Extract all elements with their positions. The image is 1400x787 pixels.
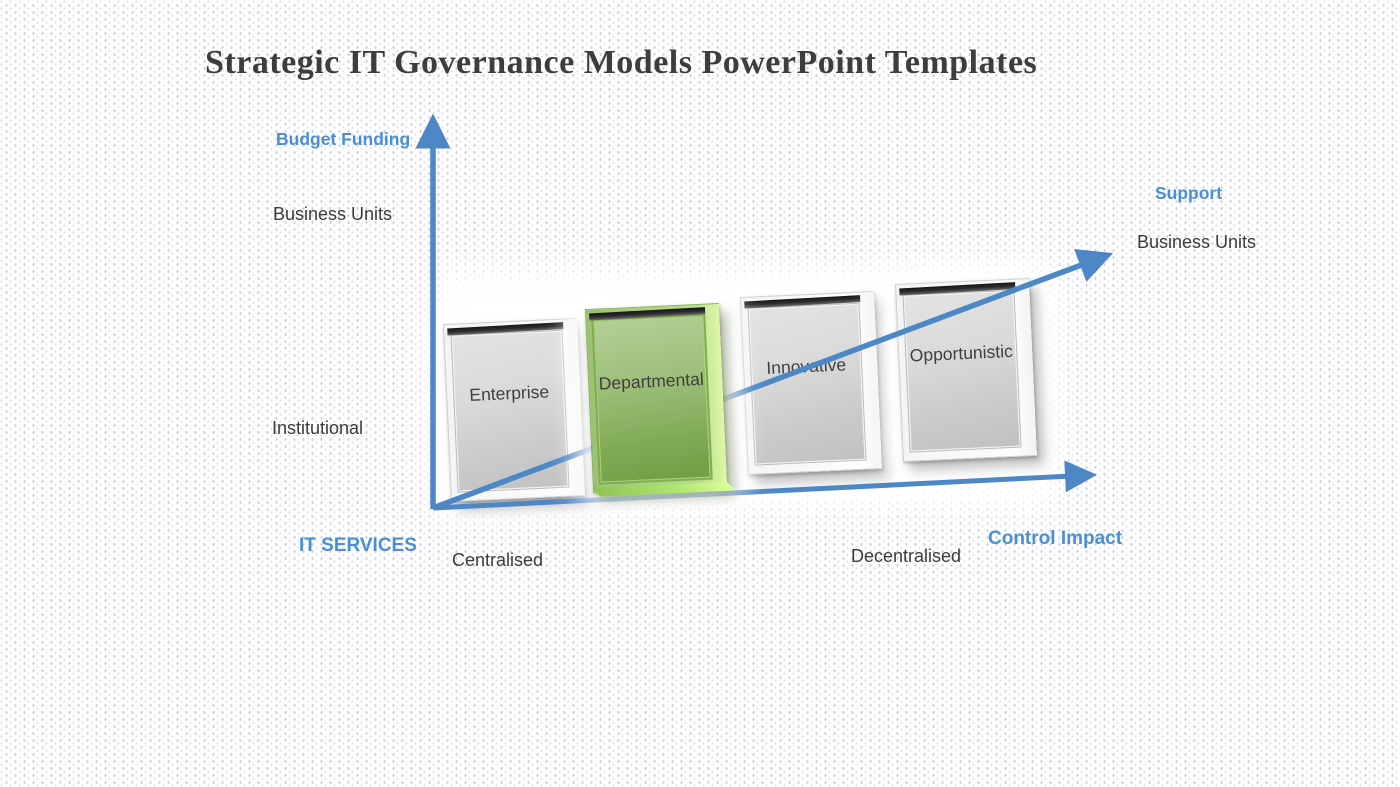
horizontal-axis-label: Control Impact — [988, 528, 1123, 549]
panel-face: Innovative — [747, 302, 867, 466]
vertical-axis-tick-institutional: Institutional — [272, 418, 364, 438]
horizontal-axis-tick-decentralised: Decentralised — [851, 546, 962, 566]
origin-label-it-services: IT SERVICES — [299, 535, 417, 556]
panel-label: Enterprise — [468, 380, 550, 405]
panel-opportunistic: Opportunistic — [895, 278, 1037, 462]
panel-face: Departmental — [591, 313, 713, 485]
panel-enterprise: Enterprise — [443, 318, 585, 502]
vertical-axis-label: Budget Funding — [276, 129, 411, 149]
panel-face: Enterprise — [450, 329, 570, 493]
panel-departmental-highlighted: Departmental — [584, 303, 728, 493]
diagonal-axis-tick-business-units: Business Units — [1137, 232, 1257, 252]
panel-label: Innovative — [765, 353, 847, 378]
panel-face: Opportunistic — [902, 289, 1022, 453]
panel-label: Departmental — [598, 368, 705, 394]
panel-innovative: Innovative — [740, 291, 882, 475]
diagonal-axis-label: Support — [1155, 183, 1223, 203]
vertical-axis-tick-business-units: Business Units — [273, 204, 393, 224]
horizontal-axis-tick-centralised: Centralised — [452, 550, 544, 570]
slide-title: Strategic IT Governance Models PowerPoin… — [205, 44, 1038, 81]
panel-label: Opportunistic — [909, 340, 1014, 366]
